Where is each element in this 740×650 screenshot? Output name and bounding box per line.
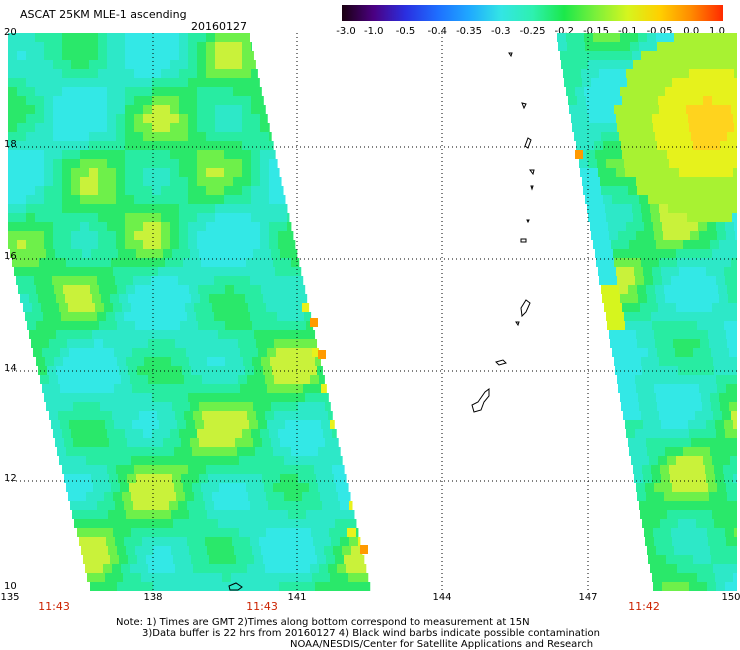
color-scale-tick-label: 0.0: [683, 26, 700, 37]
pass-time-left: 11:43: [38, 600, 70, 613]
color-scale-tick-label: -0.5: [395, 26, 416, 37]
island-rota: [495, 359, 507, 366]
lat-label-16: 16: [4, 251, 17, 262]
lon-label-138: 138: [143, 592, 163, 603]
island-sw-reef: [228, 582, 243, 591]
island-agrihan: [521, 102, 527, 110]
island-guguan: [530, 185, 534, 191]
pass-time-right: 11:42: [628, 600, 660, 613]
color-scale-tick-label: -0.4: [427, 26, 448, 37]
color-scale-bar: [342, 5, 723, 21]
lon-label-150: 150: [721, 592, 740, 603]
island-outlines: [228, 52, 535, 591]
color-scale-tick-label: 1.0: [709, 26, 725, 37]
island-alamagan: [529, 169, 535, 176]
color-scale-tick-label: -0.3: [490, 26, 511, 37]
island-guam: [471, 388, 490, 413]
product-title: ASCAT 25KM MLE-1 ascending: [20, 8, 187, 21]
note-line-3: NOAA/NESDIS/Center for Satellite Applica…: [290, 639, 594, 650]
lat-label-14: 14: [4, 363, 17, 374]
color-scale-tick-label: -0.25: [519, 26, 546, 37]
color-scale-tick-label: -0.15: [583, 26, 609, 37]
island-pagan: [524, 137, 532, 149]
lon-label-147: 147: [578, 592, 598, 603]
note-line-1: Note: 1) Times are GMT 2)Times along bot…: [116, 617, 530, 628]
island-saipan: [520, 299, 531, 318]
lat-label-18: 18: [4, 139, 17, 150]
color-scale-tick-label: -0.2: [554, 26, 575, 37]
island-sarigan: [526, 219, 530, 224]
color-scale-tick-label: -0.1: [617, 26, 638, 37]
lat-lon-grid: [8, 33, 737, 590]
color-scale-tick-label: -0.35: [456, 26, 482, 37]
lon-label-135: 135: [0, 592, 20, 603]
island-farallon: [508, 52, 513, 58]
lon-label-144: 144: [432, 592, 452, 603]
pass-time-middle: 11:43: [246, 600, 278, 613]
island-anatahan: [520, 238, 527, 243]
color-scale-tick-label: -1.0: [363, 26, 384, 37]
island-aguijan: [515, 321, 520, 327]
lat-label-12: 12: [4, 473, 17, 484]
lat-label-10: 10: [4, 581, 17, 592]
color-scale-tick-label: -0.05: [646, 26, 673, 37]
lon-label-141: 141: [287, 592, 307, 603]
color-scale-tick-label: -3.0: [336, 26, 356, 37]
data-swaths: [8, 33, 737, 591]
product-date: 20160127: [191, 20, 247, 33]
lat-label-20: 20: [4, 27, 17, 38]
note-line-2: 3)Data buffer is 22 hrs from 20160127 4)…: [142, 628, 600, 639]
